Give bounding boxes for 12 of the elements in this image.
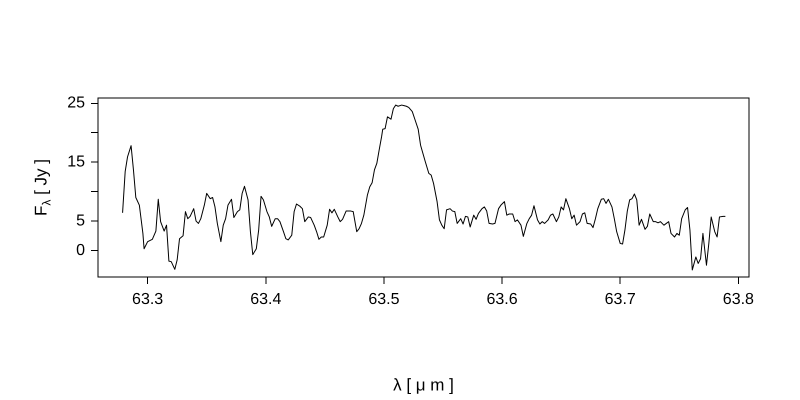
x-tick-label: 63.6 xyxy=(486,291,518,308)
y-tick-label: 25 xyxy=(67,94,86,112)
x-tick-label: 63.4 xyxy=(250,291,282,308)
x-axis-title: λ [ μ m ] xyxy=(393,375,454,394)
x-tick-label: 63.7 xyxy=(604,291,636,308)
x-tick-label: 63.8 xyxy=(722,291,754,308)
x-tick-label: 63.3 xyxy=(132,291,164,308)
y-tick-label: 5 xyxy=(76,212,86,230)
y-tick-label: 15 xyxy=(67,154,86,171)
y-tick-label: 0 xyxy=(76,242,86,259)
x-tick-label: 63.5 xyxy=(368,291,400,308)
y-axis-title: Fλ [ Jy ] xyxy=(32,158,54,216)
